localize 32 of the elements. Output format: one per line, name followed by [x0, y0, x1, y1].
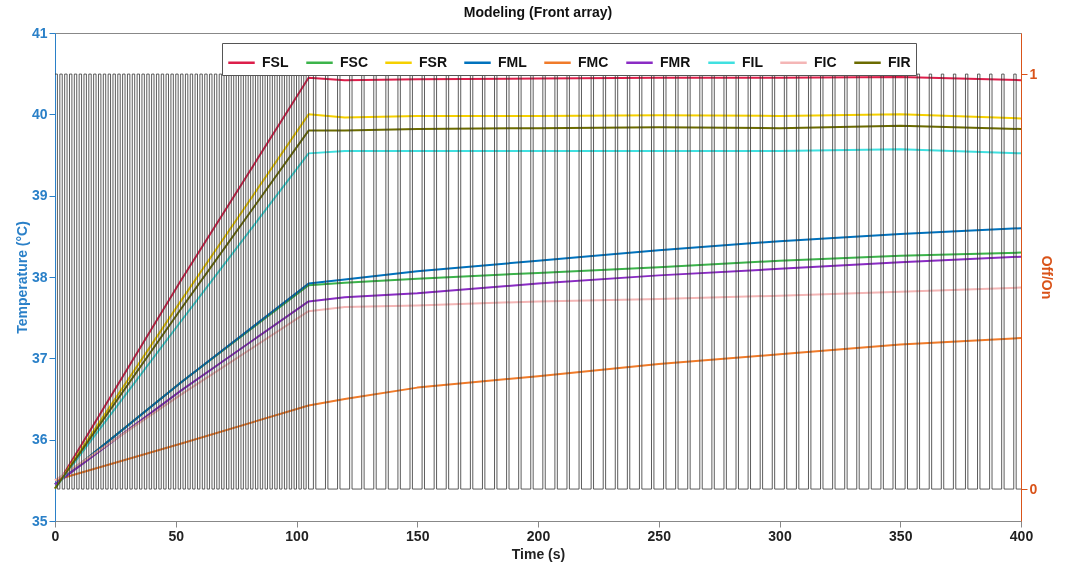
y-tick-label: 39	[31, 187, 48, 204]
line-series	[54, 286, 1022, 482]
y-tick-label: 38	[31, 268, 48, 285]
y-axis-title: Temperature (°C)	[13, 221, 30, 334]
x-tick-label: 250	[647, 527, 672, 544]
y2-tick-label: 0	[1029, 480, 1038, 497]
x-tick-label: 300	[768, 527, 792, 544]
x-tick-label: 50	[168, 527, 185, 544]
legend-label: FIL	[742, 53, 764, 70]
legend-label: FIR	[888, 53, 911, 70]
legend-label: FMR	[660, 53, 691, 70]
x-tick-label: 400	[1009, 527, 1034, 544]
y2-axis-title: Off/On	[1039, 255, 1056, 300]
legend-label: FSR	[419, 53, 447, 70]
y-tick-label: 37	[31, 349, 48, 366]
y-tick-label: 40	[31, 105, 48, 122]
x-tick-label: 0	[51, 527, 60, 544]
y2-tick-label: 1	[1029, 65, 1038, 82]
legend-label: FIC	[814, 53, 837, 70]
x-axis-title: Time (s)	[511, 545, 566, 562]
legend-label: FSC	[340, 53, 368, 70]
legend-label: FML	[498, 53, 528, 70]
legend-label: FSL	[262, 53, 289, 70]
x-tick-label: 100	[285, 527, 309, 544]
y-tick-label: 35	[31, 512, 48, 529]
chart-title: Modeling (Front array)	[463, 4, 613, 20]
y-tick-label: 41	[31, 24, 48, 41]
x-tick-label: 200	[526, 527, 551, 544]
legend-label: FMC	[578, 53, 609, 70]
x-tick-label: 350	[889, 527, 913, 544]
y-tick-label: 36	[31, 431, 48, 448]
x-tick-label: 150	[406, 527, 430, 544]
